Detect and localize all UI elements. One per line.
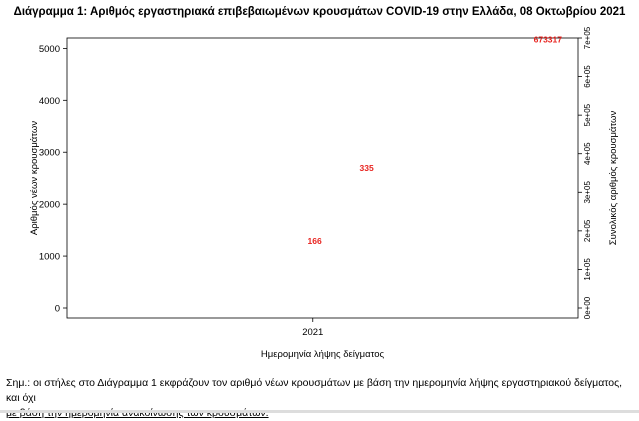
x-tick-label: 2021 xyxy=(302,327,323,338)
right-tick-label: 4e+05 xyxy=(583,142,592,165)
right-tick-label: 5e+05 xyxy=(583,103,592,126)
left-tick-label: 4000 xyxy=(39,96,60,107)
right-tick-label: 7e+05 xyxy=(583,26,592,49)
chart-title: Διάγραμμα 1: Αριθμός εργαστηριακά επιβεβ… xyxy=(13,6,626,18)
covid-cases-chart: 0 1000 2000 3000 4000 5000 0e+00 1e+05 2e+05 3e+0… xyxy=(29,26,619,360)
left-axis-label: Αριθμός νέων κρουσμάτων xyxy=(29,121,40,235)
left-tick-label: 3000 xyxy=(39,148,60,159)
footnote-text: Σημ.: οι στήλες στο Διάγραμμα 1 εκφράζου… xyxy=(6,377,623,404)
plot-frame xyxy=(66,37,579,319)
left-tick-label: 2000 xyxy=(39,200,60,211)
right-axis-label: Συνολικός αριθμός κρουσμάτων xyxy=(608,111,619,246)
chart-axes: 0 1000 2000 3000 4000 5000 0e+00 1e+05 2e+05 3e+0… xyxy=(29,26,619,360)
left-tick-label: 1000 xyxy=(39,252,60,263)
right-tick-label: 1e+05 xyxy=(583,258,592,281)
right-tick-label: 3e+05 xyxy=(583,181,592,204)
left-tick-label: 0 xyxy=(55,304,60,315)
right-tick-label: 2e+05 xyxy=(583,219,592,242)
cumulative-annotation: 166 xyxy=(308,236,322,246)
cumulative-annotation: 673317 xyxy=(534,34,563,44)
footnote: Σημ.: οι στήλες στο Διάγραμμα 1 εκφράζου… xyxy=(6,376,636,421)
right-tick-label: 6e+05 xyxy=(583,65,592,88)
x-axis-label: Ημερομηνία λήψης δείγματος xyxy=(261,349,385,360)
cumulative-annotation: 335 xyxy=(360,163,374,173)
page-edge xyxy=(0,405,639,413)
chart-annotations: 673317 335 166 xyxy=(308,34,563,246)
left-tick-label: 5000 xyxy=(39,44,60,55)
right-tick-label: 0e+00 xyxy=(583,296,592,319)
